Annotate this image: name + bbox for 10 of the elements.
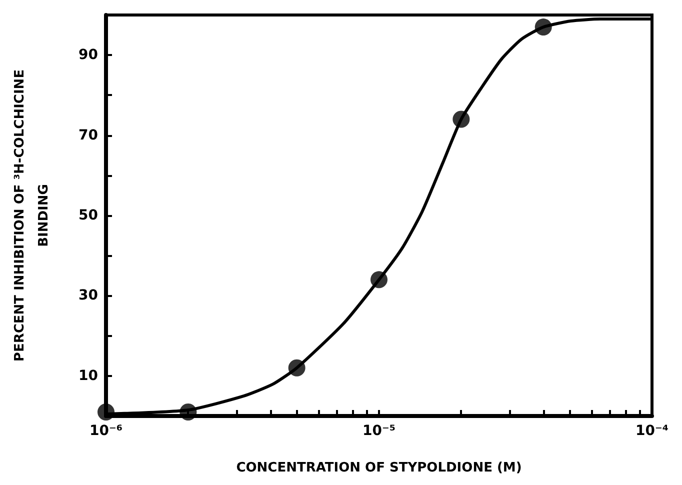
y-tick-label: 10 — [78, 368, 98, 384]
x-tick-label: 10⁻⁶ — [89, 423, 123, 439]
y-tick-label: 50 — [78, 208, 98, 224]
y-tick-label: 70 — [78, 127, 98, 144]
x-tick-label: 10⁻⁵ — [362, 423, 396, 439]
y-tick-label: 90 — [78, 47, 98, 64]
x-axis-title: CONCENTRATION OF STYPOLDIONE (M) — [236, 460, 522, 476]
y-tick-label: 30 — [78, 288, 98, 304]
y-axis-title: PERCENT INHIBITION OF ³H-COLCHICINE BINDING — [12, 69, 52, 362]
x-tick-label: 10⁻⁴ — [635, 423, 669, 439]
